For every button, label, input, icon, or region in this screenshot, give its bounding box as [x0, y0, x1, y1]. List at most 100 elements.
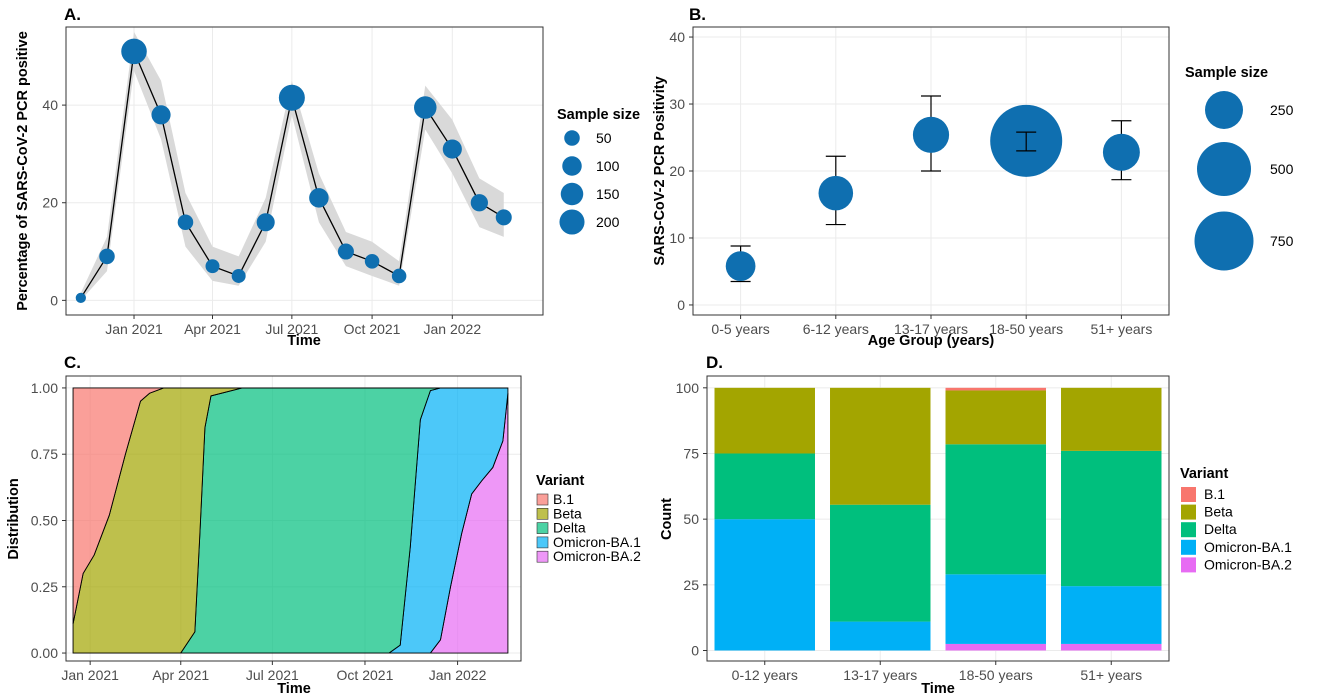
panel-c-legend-title: Variant: [536, 473, 585, 489]
panel-a-point: [121, 38, 147, 65]
panel-c: C. 0.00 0.25 0.50 0.75 1.00 Jan 2021 Apr 2021…: [6, 353, 641, 697]
panel-b-legend-title: Sample size: [1185, 65, 1268, 81]
panel-b-point: [1102, 133, 1140, 171]
panel-d-bar-omicron-ba-1: [945, 574, 1046, 644]
panel-a-legend-label: 50: [596, 130, 612, 146]
panel-a-point: [99, 248, 115, 265]
panel-d-bar-omicron-ba-1: [714, 519, 815, 651]
panel-a-x-tick-label: Apr 2021: [184, 321, 241, 337]
panel-d-y-tick-label: 75: [683, 445, 699, 461]
panel-b-x-tick-label: 13-17 years: [894, 321, 968, 337]
panel-b-error-bars-overlay: [1016, 131, 1037, 152]
panel-a-legend-label: 200: [596, 214, 620, 230]
panel-d-bar-beta: [945, 390, 1046, 445]
panel-a-legend-key: [562, 156, 582, 176]
panel-c-y-title: Distribution: [6, 478, 22, 559]
panel-b-y-title: SARS-CoV-2 PCR Positivity: [652, 76, 668, 265]
panel-a-y-tick-label: 40: [42, 97, 58, 113]
panel-a-y-ticks: 0 20 40: [42, 97, 66, 308]
panel-d-legend-key: [1181, 557, 1196, 573]
panel-a-legend-title: Sample size: [557, 107, 640, 123]
panel-d-legend-key: [1181, 539, 1196, 555]
panel-a-legend-label: 100: [596, 158, 620, 174]
panel-a-legend-key: [559, 209, 585, 235]
panel-a-point: [470, 194, 488, 212]
panel-c-legend-label: Beta: [553, 505, 582, 521]
panel-a-legend: 50 100 150 200: [559, 130, 620, 235]
panel-a-point: [442, 139, 462, 159]
panel-d-x-title: Time: [921, 681, 955, 697]
panel-d-x-tick-label: 18-50 years: [959, 667, 1033, 683]
panel-d-y-tick-label: 25: [683, 577, 699, 593]
panel-d-y-tick-label: 0: [691, 642, 699, 658]
panel-b-x-tick-label: 18-50 years: [989, 321, 1063, 337]
panel-b-x-tick-label: 51+ years: [1090, 321, 1152, 337]
panel-a-point: [231, 268, 246, 283]
panel-c-areas: [72, 387, 509, 654]
panel-c-legend-label: B.1: [553, 491, 574, 507]
panel-c-legend-key: [536, 522, 549, 534]
panel-c-y-tick-label: 0.00: [31, 645, 58, 661]
panel-d-legend-label: Delta: [1204, 521, 1237, 537]
panel-a-point: [177, 214, 194, 231]
panel-b-y-tick-label: 0: [677, 297, 685, 313]
panel-b-legend-key: [1197, 142, 1251, 196]
panel-d-y-tick-label: 100: [676, 380, 700, 396]
panel-a-point: [75, 292, 86, 304]
panel-a-confidence-ribbon: [80, 31, 504, 301]
panel-a-point: [364, 254, 380, 269]
panel-a-points: [75, 38, 512, 304]
panel-b-legend: 250 500 750: [1194, 91, 1294, 271]
panel-d-legend-title: Variant: [1180, 466, 1229, 482]
panel-b-y-tick-label: 20: [669, 163, 685, 179]
panel-c-legend-key: [536, 550, 549, 563]
panel-d-bar-beta: [830, 387, 931, 505]
panel-d-bar-delta: [1061, 450, 1162, 587]
panel-b-point: [818, 175, 854, 211]
panel-b-legend-key: [1194, 211, 1254, 271]
panel-b-legend-label: 250: [1270, 102, 1294, 118]
panel-c-tag: C.: [64, 353, 81, 372]
panel-d-bar-omicron-ba-1: [830, 621, 931, 651]
panel-a-legend-key: [564, 130, 580, 146]
panel-b-point: [725, 251, 756, 281]
panel-c-border: [65, 375, 522, 662]
panel-a-y-tick-label: 0: [50, 292, 58, 308]
panel-d-y-title: Count: [659, 498, 675, 540]
panel-d-x-tick-label: 0-12 years: [732, 667, 798, 683]
panel-b-x-tick-label: 0-5 years: [711, 321, 769, 337]
panel-d-legend-label: Omicron-BA.2: [1204, 556, 1292, 572]
panel-d-bar-b-1: [945, 387, 1046, 391]
panel-c-x-tick-label: Jan 2022: [429, 667, 487, 683]
panel-a-tag: A.: [64, 5, 81, 24]
panel-d-bar-omicron-ba-2: [1061, 643, 1162, 651]
panel-d-bars: [714, 387, 1162, 651]
panel-a-point: [309, 188, 329, 208]
panel-b-x-title: Age Group (years): [868, 333, 995, 349]
panel-b-tag: B.: [689, 5, 706, 24]
panel-c-x-tick-label: Jan 2021: [61, 667, 119, 683]
panel-a-x-ticks: Jan 2021 Apr 2021 Jul 2021 Oct 2021 Jan 2022: [105, 315, 481, 337]
panel-a-x-tick-label: Jan 2022: [424, 321, 482, 337]
panel-c-legend-key: [536, 536, 549, 549]
panel-a-point: [414, 96, 437, 119]
panel-d-legend-key: [1181, 487, 1196, 502]
panel-d: D. 0 25 50 75 100 0-12 years 13-17 years 18-50…: [659, 353, 1292, 697]
panel-a-x-tick-label: Jul 2021: [265, 321, 318, 337]
panel-a: A. 0 20 40 Jan 2021 Apr 2021 Jul 2021 Oct 202…: [15, 5, 640, 349]
panel-a-point: [151, 105, 171, 125]
panel-c-y-tick-label: 1.00: [31, 380, 58, 396]
panel-b-legend-label: 500: [1270, 161, 1294, 177]
panel-d-x-tick-label: 51+ years: [1080, 667, 1142, 683]
panel-d-x-tick-label: 13-17 years: [843, 667, 917, 683]
panel-d-legend-key: [1181, 504, 1196, 520]
panel-d-bar-beta: [1061, 387, 1162, 451]
panel-c-x-tick-label: Jul 2021: [246, 667, 299, 683]
panel-a-border: [65, 26, 544, 316]
panel-a-x-tick-label: Oct 2021: [344, 321, 401, 337]
panel-a-point: [495, 209, 512, 226]
panel-b-legend-label: 750: [1270, 233, 1294, 249]
panel-c-x-tick-label: Apr 2021: [152, 667, 209, 683]
